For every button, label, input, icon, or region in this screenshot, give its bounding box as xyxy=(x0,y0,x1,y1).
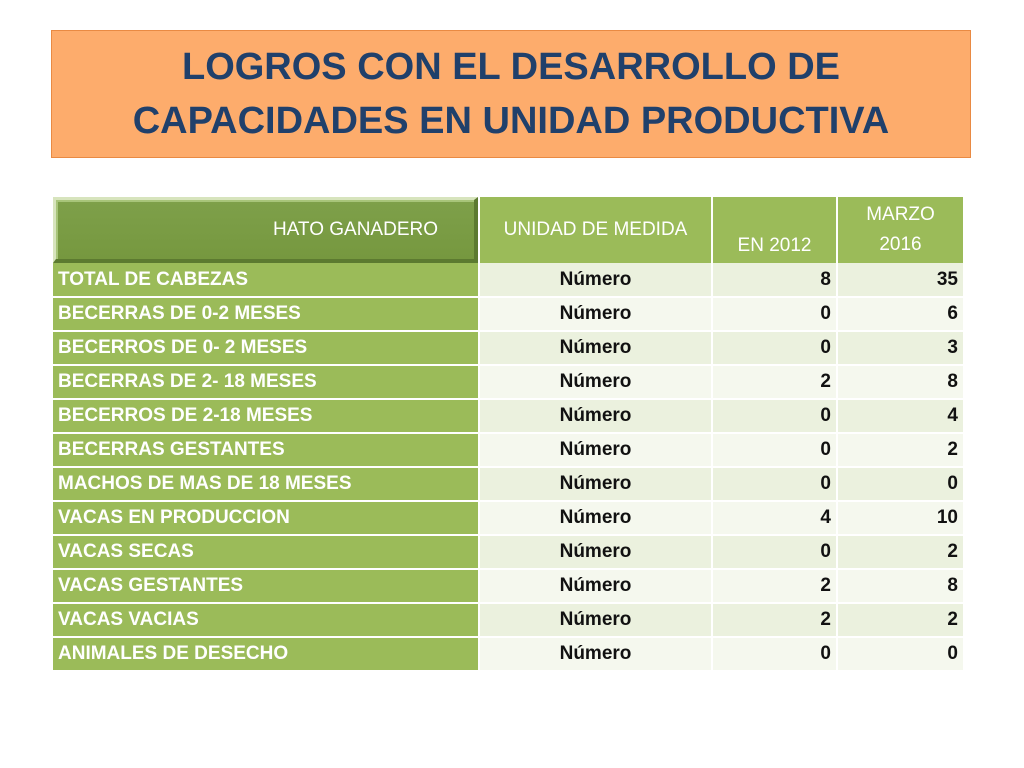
row-value-2016: 2 xyxy=(837,535,963,570)
row-unit: Número xyxy=(479,535,713,570)
header-unit: UNIDAD DE MEDIDA xyxy=(479,197,713,263)
row-unit: Número xyxy=(479,603,713,638)
row-category: VACAS GESTANTES xyxy=(53,569,480,604)
row-category: BECERRAS DE 2- 18 MESES xyxy=(53,365,480,400)
header-2012: EN 2012 xyxy=(712,197,838,263)
row-category: VACAS EN PRODUCCION xyxy=(53,501,480,536)
row-value-2012: 0 xyxy=(712,297,838,332)
table-row: VACAS VACIAS Número 2 2 xyxy=(53,603,963,638)
row-unit: Número xyxy=(479,365,713,400)
header-marzo-line2: 2016 xyxy=(879,234,922,255)
row-unit: Número xyxy=(479,399,713,434)
row-value-2016: 0 xyxy=(837,467,963,502)
row-value-2016: 8 xyxy=(837,365,963,400)
table-row: MACHOS DE MAS DE 18 MESES Número 0 0 xyxy=(53,467,963,502)
row-value-2012: 0 xyxy=(712,433,838,468)
row-category: BECERROS DE 2-18 MESES xyxy=(53,399,480,434)
row-category: ANIMALES DE DESECHO xyxy=(53,637,480,672)
row-category: BECERRAS GESTANTES xyxy=(53,433,480,468)
header-marzo-2016: MARZO 2016 xyxy=(837,197,963,263)
row-value-2012: 2 xyxy=(712,569,838,604)
row-category: TOTAL DE CABEZAS xyxy=(53,263,480,298)
row-value-2016: 2 xyxy=(837,603,963,638)
row-value-2012: 2 xyxy=(712,365,838,400)
row-value-2012: 0 xyxy=(712,467,838,502)
header-row: HATO GANADERO UNIDAD DE MEDIDA EN 2012 M… xyxy=(53,197,963,263)
row-value-2016: 4 xyxy=(837,399,963,434)
row-unit: Número xyxy=(479,637,713,672)
row-category: VACAS SECAS xyxy=(53,535,480,570)
row-category: MACHOS DE MAS DE 18 MESES xyxy=(53,467,480,502)
table-row: BECERRAS DE 2- 18 MESES Número 2 8 xyxy=(53,365,963,400)
table-row: BECERRAS DE 0-2 MESES Número 0 6 xyxy=(53,297,963,332)
row-value-2012: 0 xyxy=(712,637,838,672)
row-unit: Número xyxy=(479,433,713,468)
row-unit: Número xyxy=(479,467,713,502)
row-value-2012: 2 xyxy=(712,603,838,638)
row-value-2016: 0 xyxy=(837,637,963,672)
header-marzo-line1: MARZO xyxy=(866,204,935,225)
row-category: VACAS VACIAS xyxy=(53,603,480,638)
table-row: VACAS GESTANTES Número 2 8 xyxy=(53,569,963,604)
row-unit: Número xyxy=(479,331,713,366)
hato-table: HATO GANADERO UNIDAD DE MEDIDA EN 2012 M… xyxy=(53,197,963,672)
row-category: BECERROS DE 0- 2 MESES xyxy=(53,331,480,366)
row-value-2016: 2 xyxy=(837,433,963,468)
header-2012-label: EN 2012 xyxy=(737,235,812,256)
table-row: TOTAL DE CABEZAS Número 8 35 xyxy=(53,263,963,298)
row-value-2016: 6 xyxy=(837,297,963,332)
title-box: LOGROS CON EL DESARROLLO DE CAPACIDADES … xyxy=(51,30,971,158)
table-row: VACAS SECAS Número 0 2 xyxy=(53,535,963,570)
row-value-2012: 8 xyxy=(712,263,838,298)
header-category-label: HATO GANADERO xyxy=(272,218,438,240)
table-row: VACAS EN PRODUCCION Número 4 10 xyxy=(53,501,963,536)
row-value-2016: 10 xyxy=(837,501,963,536)
row-category: BECERRAS DE 0-2 MESES xyxy=(53,297,480,332)
table-row: ANIMALES DE DESECHO Número 0 0 xyxy=(53,637,963,672)
row-unit: Número xyxy=(479,569,713,604)
row-unit: Número xyxy=(479,501,713,536)
row-value-2012: 4 xyxy=(712,501,838,536)
row-value-2012: 0 xyxy=(712,331,838,366)
row-value-2016: 8 xyxy=(837,569,963,604)
row-unit: Número xyxy=(479,297,713,332)
slide-title: LOGROS CON EL DESARROLLO DE CAPACIDADES … xyxy=(132,46,890,142)
table-row: BECERRAS GESTANTES Número 0 2 xyxy=(53,433,963,468)
table-row: BECERROS DE 2-18 MESES Número 0 4 xyxy=(53,399,963,434)
row-unit: Número xyxy=(479,263,713,298)
header-category-button: HATO GANADERO xyxy=(53,197,478,263)
row-value-2012: 0 xyxy=(712,535,838,570)
row-value-2016: 35 xyxy=(837,263,963,298)
table-row: BECERROS DE 0- 2 MESES Número 0 3 xyxy=(53,331,963,366)
row-value-2012: 0 xyxy=(712,399,838,434)
row-value-2016: 3 xyxy=(837,331,963,366)
header-category: HATO GANADERO xyxy=(53,197,480,263)
